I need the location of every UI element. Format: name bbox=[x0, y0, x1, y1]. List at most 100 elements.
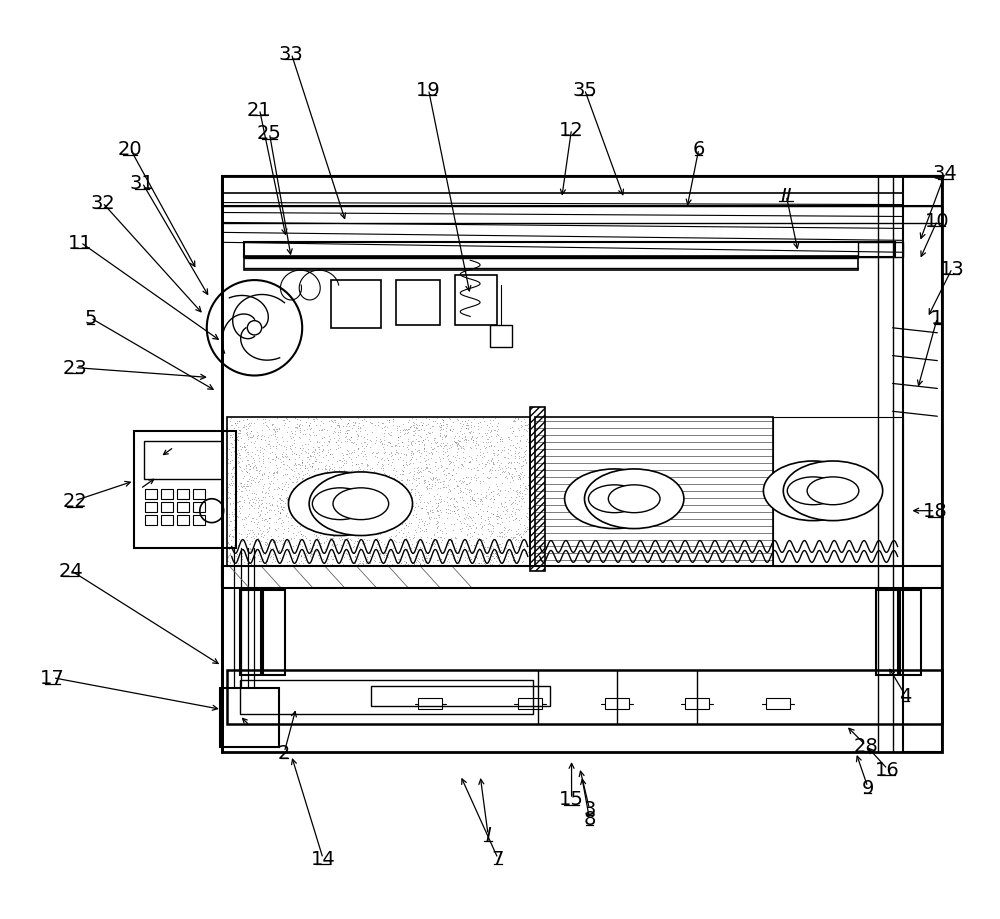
Point bbox=[275, 515, 291, 529]
Point bbox=[423, 537, 439, 551]
Point bbox=[462, 526, 478, 540]
Point bbox=[521, 516, 537, 530]
Point bbox=[271, 437, 287, 451]
Point bbox=[250, 534, 266, 549]
Point bbox=[481, 464, 497, 479]
Point bbox=[347, 488, 363, 503]
Point bbox=[232, 489, 248, 504]
Point bbox=[290, 525, 306, 539]
Point bbox=[383, 438, 399, 453]
Point bbox=[511, 539, 527, 554]
Point bbox=[416, 524, 432, 539]
Point bbox=[289, 413, 305, 427]
Point bbox=[270, 501, 286, 516]
Point bbox=[321, 414, 337, 428]
Point bbox=[258, 438, 274, 453]
Point bbox=[410, 434, 426, 448]
Point bbox=[431, 510, 447, 525]
Point bbox=[258, 496, 274, 511]
Point bbox=[516, 423, 532, 437]
Point bbox=[512, 528, 528, 542]
Point bbox=[429, 504, 445, 518]
Point bbox=[265, 469, 281, 483]
Point bbox=[383, 446, 399, 460]
Point bbox=[377, 508, 393, 523]
Point bbox=[515, 471, 531, 485]
Point bbox=[396, 554, 412, 569]
Point bbox=[244, 512, 260, 527]
Point bbox=[269, 472, 285, 487]
Point bbox=[349, 534, 365, 549]
Point bbox=[302, 549, 318, 563]
Text: 8: 8 bbox=[583, 810, 596, 828]
Point bbox=[313, 536, 329, 550]
Point bbox=[241, 501, 257, 516]
Point bbox=[335, 448, 351, 462]
Point bbox=[383, 425, 399, 439]
Point bbox=[408, 417, 424, 432]
Point bbox=[238, 511, 254, 526]
Point bbox=[482, 557, 498, 572]
Point bbox=[352, 424, 368, 438]
Point bbox=[247, 550, 263, 564]
Point bbox=[228, 463, 244, 478]
Point bbox=[251, 454, 267, 469]
Point bbox=[325, 415, 341, 430]
Point bbox=[365, 494, 381, 509]
Point bbox=[441, 454, 457, 469]
Point bbox=[240, 524, 256, 539]
Point bbox=[254, 485, 270, 500]
Point bbox=[500, 442, 516, 457]
Point bbox=[287, 425, 303, 439]
Point bbox=[369, 525, 385, 539]
Point bbox=[358, 477, 374, 492]
Point bbox=[311, 523, 327, 538]
Bar bbox=[145, 502, 157, 512]
Point bbox=[428, 455, 444, 470]
Point bbox=[343, 430, 359, 445]
Point bbox=[490, 486, 506, 501]
Point bbox=[443, 492, 459, 506]
Point bbox=[490, 482, 506, 497]
Point bbox=[421, 544, 437, 559]
Point bbox=[439, 449, 455, 464]
Point bbox=[405, 435, 421, 449]
Point bbox=[516, 449, 532, 464]
Point bbox=[316, 498, 332, 513]
Point bbox=[452, 490, 468, 505]
Point bbox=[220, 536, 236, 550]
Point bbox=[512, 471, 528, 486]
Point bbox=[225, 554, 241, 569]
Point bbox=[433, 439, 449, 454]
Point bbox=[322, 519, 338, 534]
Point bbox=[324, 471, 340, 485]
Point bbox=[441, 412, 457, 426]
Point bbox=[274, 476, 290, 491]
Point bbox=[514, 460, 530, 474]
Point bbox=[271, 482, 287, 496]
Point bbox=[486, 447, 502, 461]
Point bbox=[472, 517, 488, 532]
Point bbox=[304, 460, 320, 474]
Point bbox=[276, 439, 292, 454]
Point bbox=[455, 438, 471, 453]
Point bbox=[310, 548, 326, 562]
Point bbox=[339, 517, 355, 532]
Point bbox=[431, 472, 447, 487]
Point bbox=[519, 506, 535, 521]
Point bbox=[224, 523, 240, 538]
Point bbox=[368, 523, 384, 538]
Point bbox=[465, 517, 481, 532]
Point bbox=[483, 467, 499, 482]
Point bbox=[461, 542, 477, 557]
Point bbox=[436, 494, 452, 509]
Point bbox=[372, 494, 388, 509]
Point bbox=[287, 420, 303, 435]
Point bbox=[381, 413, 397, 427]
Point bbox=[421, 413, 437, 427]
Point bbox=[446, 482, 462, 496]
Point bbox=[356, 444, 372, 459]
Point bbox=[298, 415, 314, 430]
Point bbox=[505, 414, 521, 429]
Point bbox=[383, 528, 399, 543]
